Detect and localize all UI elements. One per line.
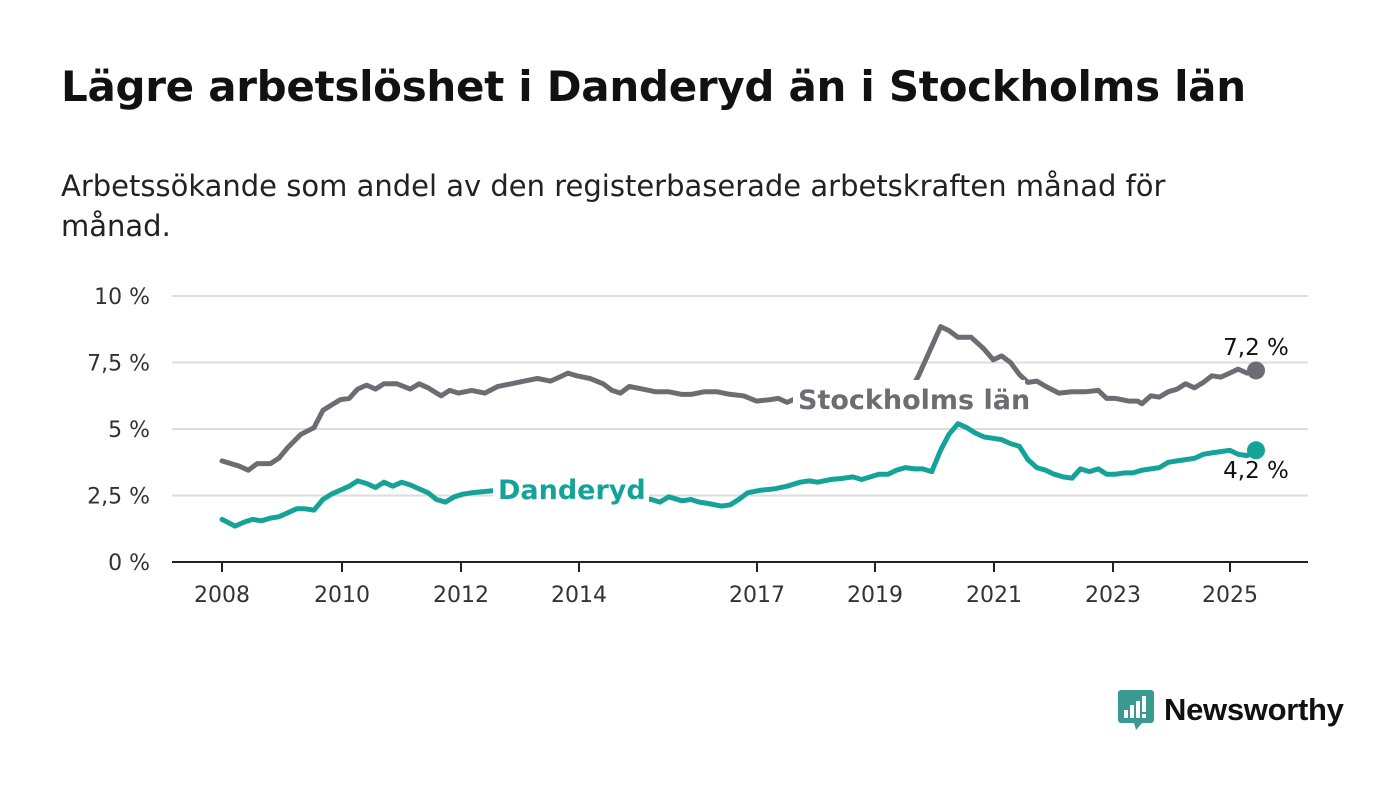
chart-subtitle: Arbetssökande som andel av den registerb… [61, 169, 1166, 243]
stockholm-line-end-dot [1247, 361, 1265, 380]
x-tick-label: 2025 [1202, 583, 1258, 608]
x-axis: 2008 2010 2012 2014 2017 2019 2021 2023 2025 [172, 561, 1308, 608]
danderyd-line-end-dot [1247, 441, 1265, 460]
y-tick-label: 0 % [108, 551, 150, 576]
x-tick-label: 2023 [1085, 583, 1141, 608]
x-tick-label: 2008 [194, 583, 250, 608]
stockholm-series-label: Stockholms län [798, 385, 1030, 416]
series-labels: Stockholms län Danderyd 7,2 % 4,2 % [493, 335, 1289, 506]
y-tick-label: 10 % [94, 285, 150, 310]
x-tick-label: 2012 [433, 583, 489, 608]
y-axis: 0 % 2,5 % 5 % 7,5 % 10 % [87, 285, 150, 576]
logo-wordmark: Newsworthy [1164, 692, 1344, 727]
y-tick-label: 7,5 % [87, 352, 150, 377]
stockholm-line [219, 324, 1259, 473]
x-tick-label: 2019 [847, 583, 903, 608]
danderyd-label-halo [493, 470, 649, 506]
newsworthy-logo: Newsworthy [1118, 690, 1344, 730]
x-tick-label: 2010 [314, 583, 370, 608]
x-tick-label: 2021 [966, 583, 1022, 608]
gridlines [172, 295, 1308, 497]
series-lines [219, 324, 1265, 529]
stockholm-label-halo [793, 380, 1025, 416]
y-tick-label: 5 % [108, 418, 150, 443]
x-tick-label: 2017 [729, 583, 785, 608]
danderyd-line [219, 421, 1259, 529]
danderyd-series-label: Danderyd [498, 475, 646, 506]
y-tick-label: 2,5 % [87, 485, 150, 510]
chart-title: Lägre arbetslöshet i Danderyd än i Stock… [61, 62, 1246, 111]
danderyd-end-value-label: 4,2 % [1223, 458, 1289, 484]
x-tick-label: 2014 [551, 583, 607, 608]
stockholm-end-value-label: 7,2 % [1223, 335, 1289, 361]
bar-chart-logo-icon [1118, 690, 1154, 730]
